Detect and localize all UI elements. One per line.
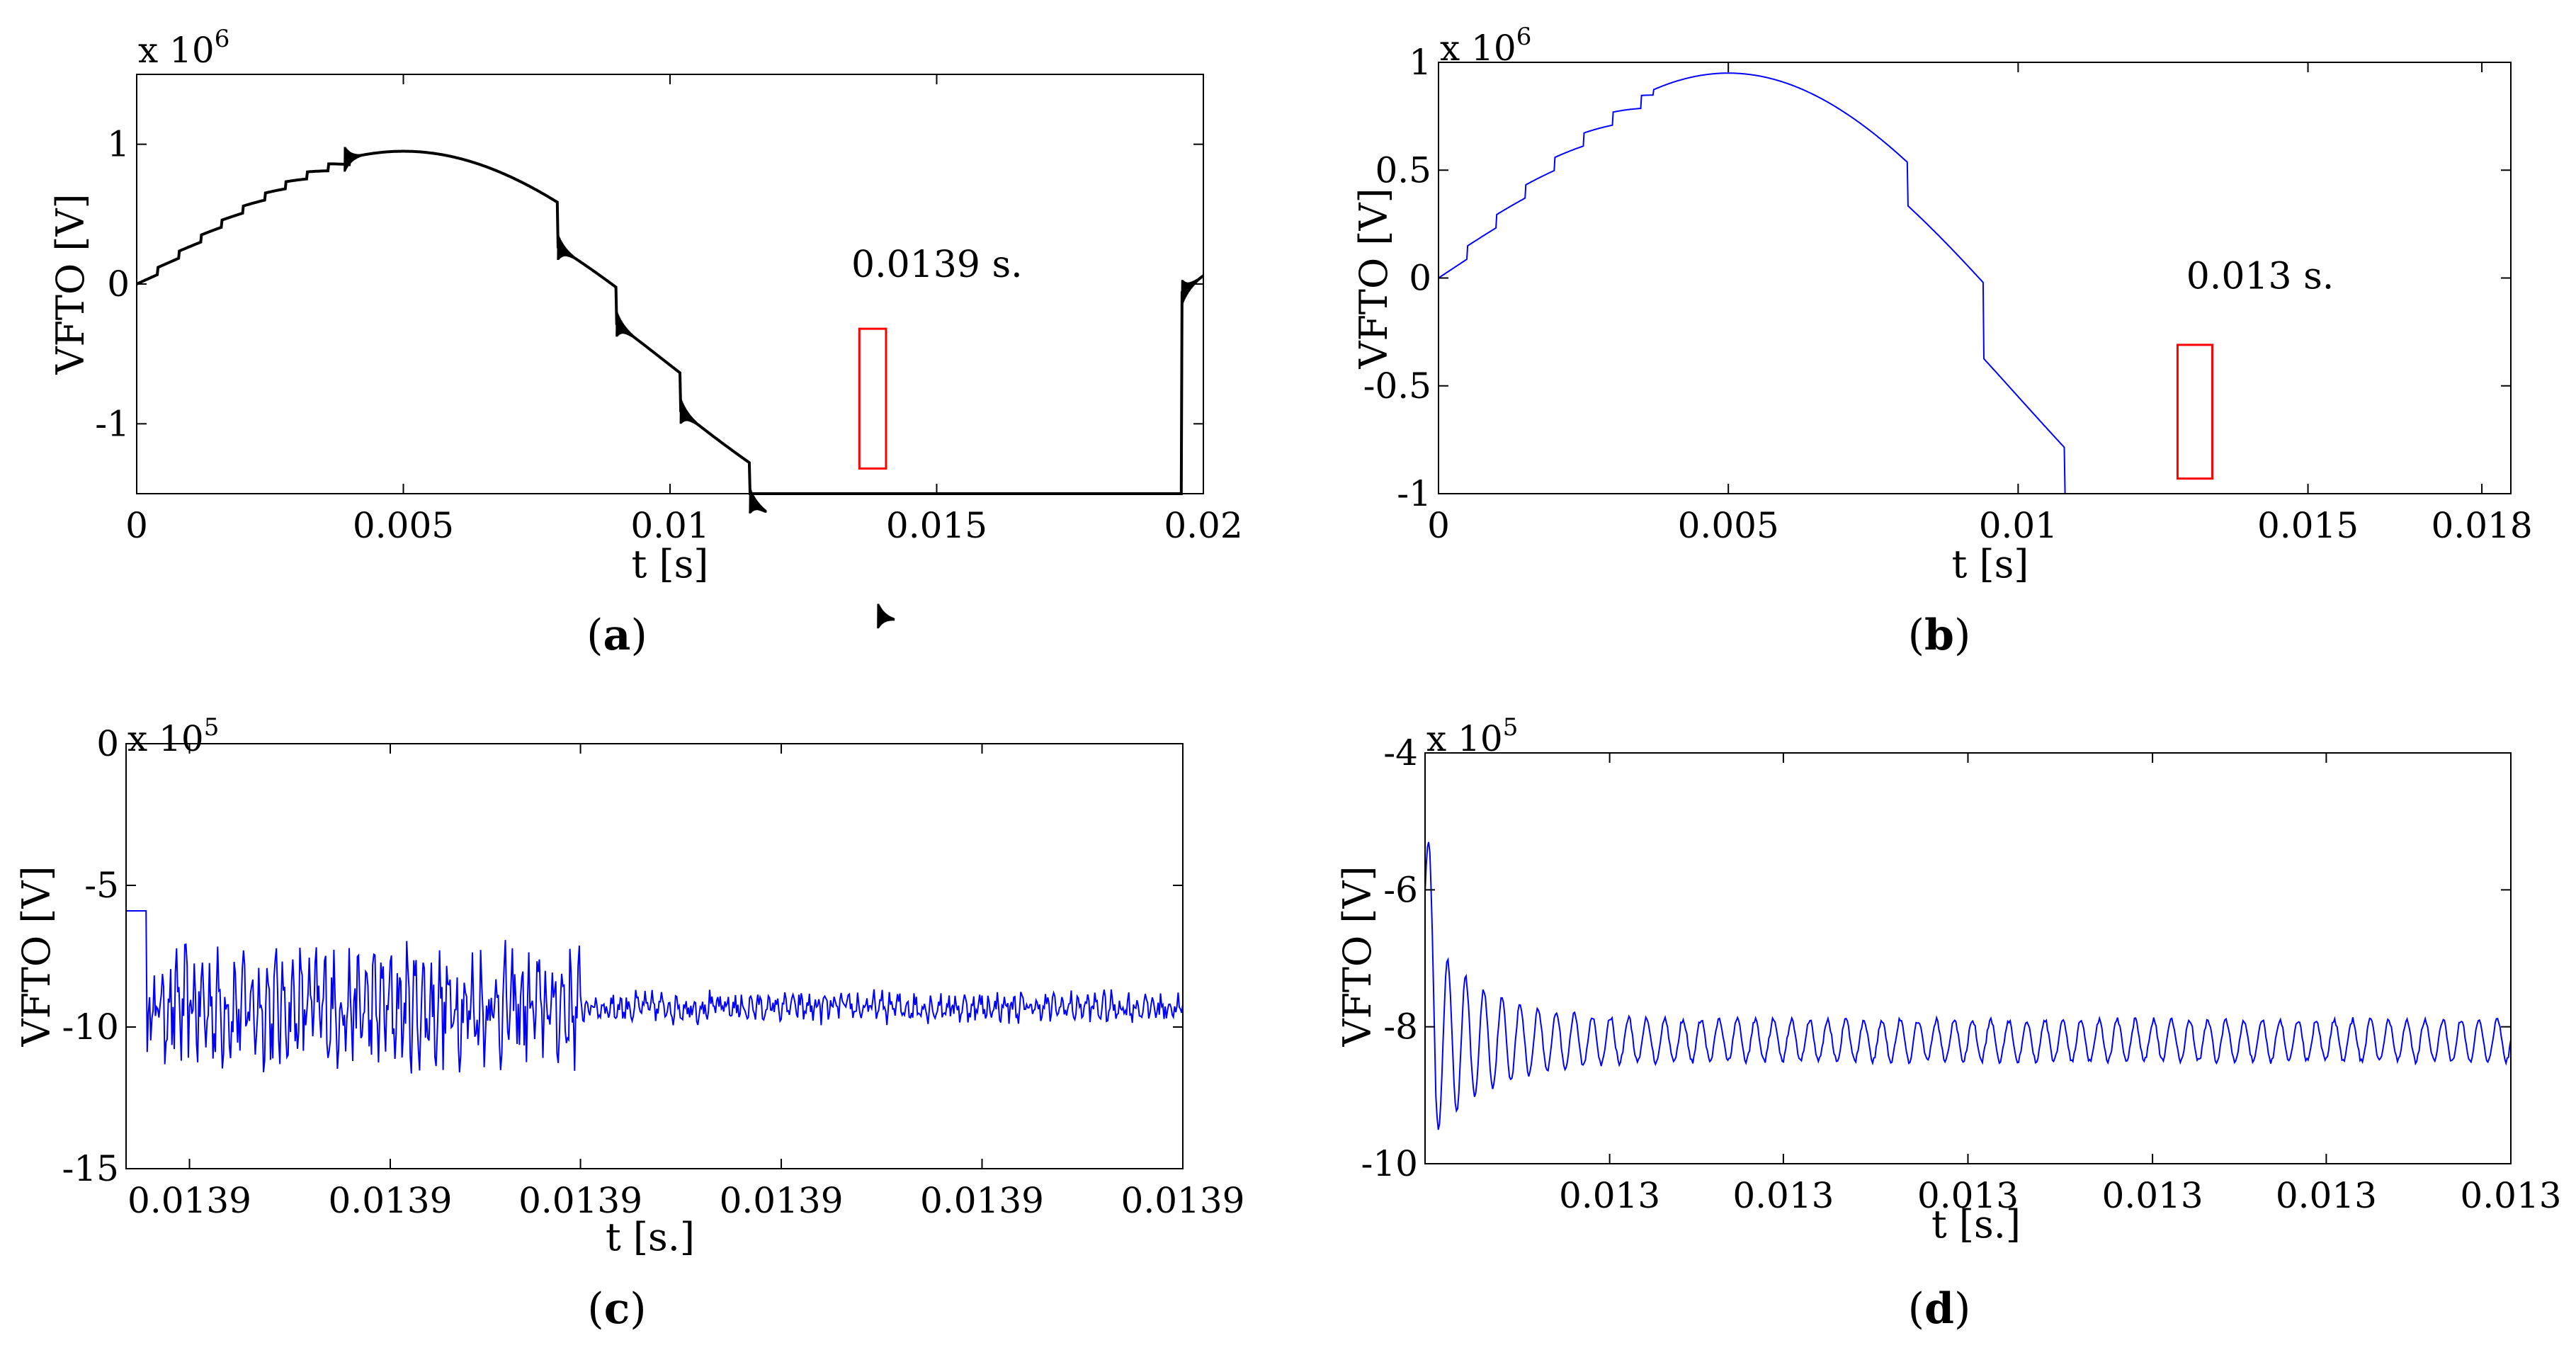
panel-c-axes-box — [125, 743, 1184, 1169]
panel-d-xlabel: t [s.] — [1931, 1202, 2021, 1247]
ringing-band — [1181, 278, 1199, 305]
highlight-box — [858, 327, 887, 470]
panel-c-ticks: 0.0139 0.0139 0.0139 0.0139 0.0139 0.0139-15-… — [62, 723, 1244, 1221]
panel-a-caption: (a) — [586, 611, 647, 660]
series-line — [1438, 72, 2511, 494]
panel-c-ylabel: VFTO [V] — [14, 866, 59, 1047]
y-tick-label: -5 — [84, 865, 119, 906]
panel-b-caption: (b) — [1908, 611, 1971, 660]
x-tick-label: 0.01 — [630, 505, 709, 546]
panel-d-ticks: 0.013 0.013 0.013 0.013 0.013 0.013 -10 -8 -6 -4 — [1361, 732, 2561, 1216]
ringing-band — [344, 147, 362, 172]
panel-c-plot-area — [126, 910, 1184, 1074]
x-tick-label: 0.02 — [1164, 505, 1242, 546]
panel-b-xlabel: t [s] — [1952, 542, 2029, 586]
panel-d-caption: (d) — [1908, 1284, 1971, 1334]
panel-a-annotation: 0.0139 s. — [851, 244, 1023, 286]
panel-a-ticks: 0 0.005 0.01 0.015 0.02 -1 0 1 — [95, 74, 1243, 546]
y-tick-label: -0.5 — [1363, 365, 1431, 407]
panel-b-axes-box — [1438, 62, 2512, 494]
ringing-band — [557, 235, 575, 261]
series-line — [1424, 841, 2512, 1130]
y-tick-label: -8 — [1383, 1006, 1418, 1048]
x-tick-label: 0.01 — [1979, 505, 2058, 546]
panel-b-ylabel: VFTO [V] — [1351, 188, 1396, 369]
x-tick-label: 0.0139 — [1121, 1180, 1245, 1221]
panel-b-exponent: x 106 — [1440, 23, 1531, 69]
y-tick-label: -10 — [62, 1006, 119, 1048]
highlight-box — [2176, 344, 2214, 480]
panel-a-xlabel: t [s] — [632, 542, 709, 586]
series-line — [136, 149, 1205, 495]
panel-b-annotation: 0.013 s. — [2186, 256, 2334, 298]
y-tick-label: -6 — [1383, 869, 1418, 910]
x-tick-label: 0.015 — [2257, 505, 2359, 546]
x-tick-label: 0.013 — [2102, 1175, 2203, 1216]
y-tick-label: -4 — [1383, 732, 1418, 773]
ringing-band — [877, 603, 895, 629]
panel-b-plot-area — [1438, 72, 2511, 494]
panel-a-exponent: x 106 — [138, 25, 229, 71]
x-tick-label: 0.013 — [1559, 1175, 1660, 1216]
x-tick-label: 0.013 — [1917, 1175, 2019, 1216]
y-tick-label: -15 — [62, 1148, 119, 1189]
panel-d-plot-area — [1424, 841, 2512, 1130]
y-tick-label: -1 — [95, 403, 130, 444]
ringing-band — [679, 399, 698, 425]
x-tick-label: 0.005 — [353, 505, 454, 546]
x-tick-label: 0.015 — [886, 505, 987, 546]
y-tick-label: -10 — [1361, 1143, 1418, 1184]
panel-d: 0.013 0.013 0.013 0.013 0.013 0.013-10-8-6-4 … — [1335, 713, 2562, 1334]
x-tick-label: 0.013 — [1732, 1175, 1834, 1216]
panel-c: 0.0139 0.0139 0.0139 0.0139 0.0139 0.0139-15-… — [14, 713, 1244, 1334]
x-tick-label: 0.0139 — [518, 1180, 642, 1221]
panel-c-xlabel: t [s.] — [606, 1215, 695, 1259]
x-tick-label: 0.013 — [2460, 1175, 2561, 1216]
y-tick-label: 0 — [107, 263, 130, 305]
y-tick-label: 0 — [96, 723, 119, 764]
panel-a-ylabel: VFTO [V] — [48, 193, 93, 375]
y-tick-label: -1 — [1397, 473, 1431, 514]
panel-b: 0 0.005 0.01 0.015 0.018 -1 -0.5 0 0.5 1 x 106 t … — [1351, 23, 2533, 660]
ringing-band — [749, 489, 767, 514]
x-tick-label: 0.0139 — [720, 1180, 844, 1221]
panel-d-axes-box — [1424, 752, 2512, 1164]
panel-a-axes-box — [136, 74, 1204, 494]
x-tick-label: 0 — [1427, 505, 1450, 546]
x-tick-label: 0 — [125, 505, 148, 546]
panel-d-exponent: x 105 — [1426, 713, 1518, 759]
x-tick-label: 0.0139 — [127, 1180, 251, 1221]
panel-c-caption: (c) — [587, 1284, 646, 1334]
x-tick-label: 0.013 — [2276, 1175, 2377, 1216]
y-tick-label: 1 — [107, 124, 130, 165]
x-tick-label: 0.018 — [2432, 505, 2533, 546]
y-tick-label: 0 — [1409, 258, 1431, 299]
x-tick-label: 0.0139 — [329, 1180, 453, 1221]
ringing-band — [615, 312, 634, 337]
panel-c-exponent: x 105 — [127, 713, 219, 759]
y-tick-label: 1 — [1409, 42, 1431, 83]
x-tick-label: 0.005 — [1678, 505, 1779, 546]
panel-d-ylabel: VFTO [V] — [1335, 866, 1380, 1047]
series-line — [126, 910, 1184, 1074]
y-tick-label: 0.5 — [1375, 149, 1431, 191]
panel-a: 0 0.005 0.01 0.015 0.02 -1 0 1 x 106 t [s] VFTO… — [48, 25, 1243, 660]
x-tick-label: 0.0139 — [920, 1180, 1044, 1221]
panel-b-ticks: 0 0.005 0.01 0.015 0.018 -1 -0.5 0 0.5 1 — [1363, 42, 2533, 546]
